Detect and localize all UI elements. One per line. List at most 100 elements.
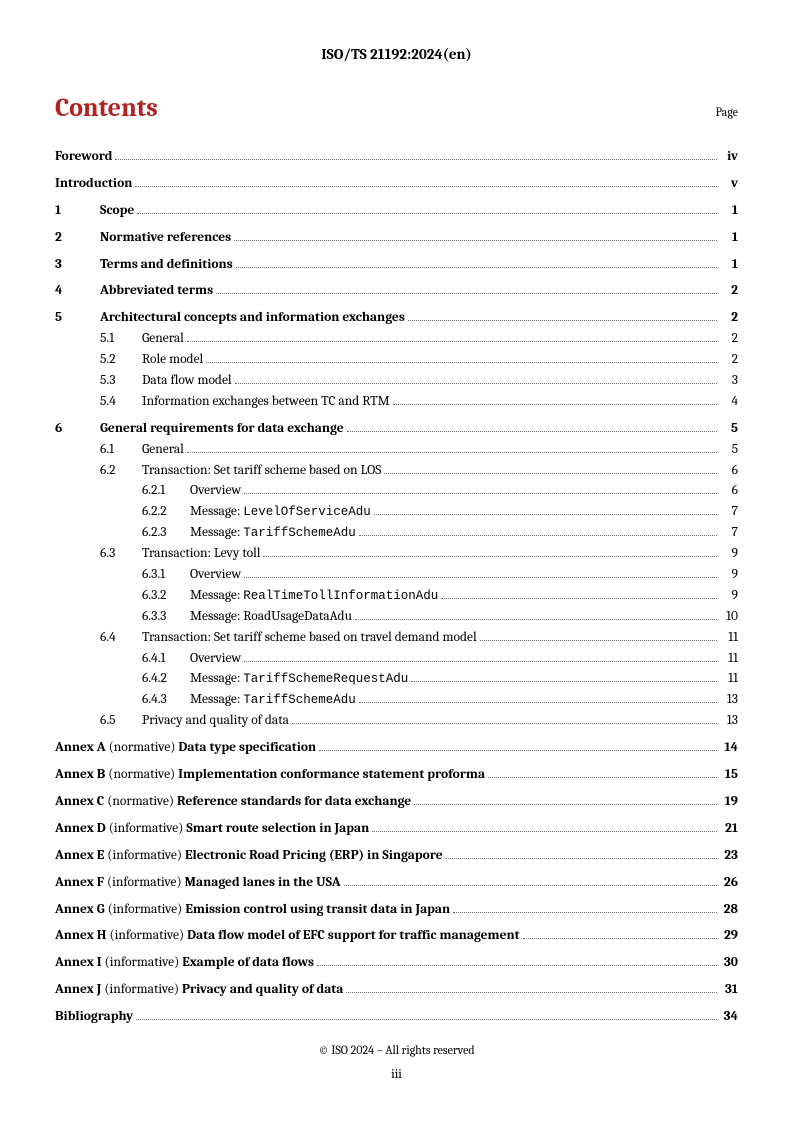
toc-leader	[263, 555, 717, 557]
toc-page: 4	[720, 393, 738, 412]
toc-leader	[393, 403, 717, 405]
page-container: ISO/TS 21192:2024(en) Contents Page Fore…	[0, 0, 793, 1122]
toc-sub-number: 5.3	[100, 372, 142, 391]
toc-title: Annex B (normative) Implementation confo…	[55, 766, 485, 785]
toc-title: Transaction: Set tariff scheme based on …	[142, 462, 381, 481]
toc-sub-number: 6.5	[100, 712, 142, 731]
toc-entry: 6.3.2Message: RealTimeTollInformationAdu…	[55, 587, 738, 606]
toc-leader	[244, 576, 717, 578]
toc-entry: Introductionv	[55, 175, 738, 194]
toc-title: General	[142, 330, 184, 349]
toc-subsub-number: 6.2.3	[142, 524, 190, 543]
toc-entry: 1Scope1	[55, 202, 738, 221]
toc-page: 26	[720, 874, 738, 893]
toc-page: 5	[720, 441, 738, 460]
toc-entry: 5.3Data flow model3	[55, 372, 738, 391]
toc-leader	[523, 937, 717, 939]
toc-leader	[372, 830, 717, 832]
toc-subsub-number: 6.3.3	[142, 608, 190, 627]
toc-leader	[374, 513, 717, 515]
toc-title: Abbreviated terms	[100, 282, 213, 301]
toc-leader	[206, 361, 717, 363]
toc-page: 34	[720, 1008, 738, 1027]
document-id: ISO/TS 21192:2024(en)	[55, 45, 738, 63]
toc-entry: 6.3Transaction: Levy toll9	[55, 545, 738, 564]
toc-page: 21	[720, 820, 738, 839]
toc-subsub-number: 6.3.2	[142, 587, 190, 606]
toc-number: 6	[55, 420, 100, 439]
toc-title: Message: RealTimeTollInformationAdu	[190, 587, 438, 606]
toc-leader	[453, 911, 717, 913]
toc-page: 28	[720, 901, 738, 920]
toc-leader	[115, 158, 717, 160]
toc-subsub-number: 6.2.2	[142, 503, 190, 522]
toc-entry: 6General requirements for data exchange5	[55, 420, 738, 439]
toc-title: Message: TariffSchemeAdu	[190, 524, 356, 543]
toc-title: Overview	[190, 482, 241, 501]
toc-entry: Annex G (informative) Emission control u…	[55, 901, 738, 920]
toc-title: Annex I (informative) Example of data fl…	[55, 954, 314, 973]
footer-page-number: iii	[0, 1067, 793, 1082]
toc-sub-number: 5.1	[100, 330, 142, 349]
toc-subsub-number: 6.2.1	[142, 482, 190, 501]
toc-page: 3	[720, 372, 738, 391]
toc-leader	[292, 722, 717, 724]
toc-leader	[411, 680, 717, 682]
page-label: Page	[716, 105, 738, 119]
toc-title: Annex E (informative) Electronic Road Pr…	[55, 847, 443, 866]
toc-page: 29	[720, 927, 738, 946]
toc-title: Bibliography	[55, 1008, 133, 1027]
toc-page: 15	[720, 766, 738, 785]
toc-title: Transaction: Set tariff scheme based on …	[142, 629, 477, 648]
toc-title: Overview	[190, 650, 241, 669]
toc-page: 2	[720, 309, 738, 328]
toc-entry: 5.4Information exchanges between TC and …	[55, 393, 738, 412]
page-footer: © ISO 2024 – All rights reserved iii	[0, 1043, 793, 1082]
toc-entry: 6.5Privacy and quality of data13	[55, 712, 738, 731]
toc-title: Message: RoadUsageDataAdu	[190, 608, 352, 627]
toc-entry: Annex I (informative) Example of data fl…	[55, 954, 738, 973]
toc-leader	[244, 492, 717, 494]
toc-page: 13	[720, 691, 738, 710]
toc-entry: Annex F (informative) Managed lanes in t…	[55, 874, 738, 893]
toc-title: Annex F (informative) Managed lanes in t…	[55, 874, 341, 893]
toc-page: 1	[720, 202, 738, 221]
toc-title: Transaction: Levy toll	[142, 545, 260, 564]
toc-title: Annex H (informative) Data flow model of…	[55, 927, 520, 946]
toc-leader	[414, 803, 717, 805]
toc-subsub-number: 6.4.3	[142, 691, 190, 710]
toc-entry: Annex D (informative) Smart route select…	[55, 820, 738, 839]
toc-page: 11	[720, 670, 738, 689]
toc-page: 30	[720, 954, 738, 973]
toc-title: Message: TariffSchemeAdu	[190, 691, 356, 710]
toc-page: 2	[720, 282, 738, 301]
toc-leader	[384, 472, 717, 474]
toc-page: iv	[720, 148, 738, 167]
toc-title: Normative references	[100, 229, 231, 248]
toc-page: 7	[720, 503, 738, 522]
toc-sub-number: 6.2	[100, 462, 142, 481]
toc-leader	[408, 319, 717, 321]
toc-title: Annex D (informative) Smart route select…	[55, 820, 369, 839]
toc-entry: 6.3.1Overview9	[55, 566, 738, 585]
toc-leader	[346, 991, 717, 993]
toc-leader	[344, 884, 717, 886]
toc-page: 7	[720, 524, 738, 543]
toc-page: 6	[720, 482, 738, 501]
contents-header: Contents Page	[55, 93, 738, 123]
toc-page: 9	[720, 587, 738, 606]
toc-leader	[488, 776, 717, 778]
toc-number: 5	[55, 309, 100, 328]
toc-entry: 6.4.1Overview11	[55, 650, 738, 669]
toc-entry: 5Architectural concepts and information …	[55, 309, 738, 328]
toc-leader	[135, 185, 717, 187]
toc-leader	[235, 382, 717, 384]
toc-title: Foreword	[55, 148, 112, 167]
toc-page: 11	[720, 650, 738, 669]
toc-leader	[446, 857, 717, 859]
toc-page: 2	[720, 351, 738, 370]
toc-title: Annex C (normative) Reference standards …	[55, 793, 411, 812]
toc-title: Introduction	[55, 175, 132, 194]
toc-page: 9	[720, 566, 738, 585]
toc-page: 11	[720, 629, 738, 648]
